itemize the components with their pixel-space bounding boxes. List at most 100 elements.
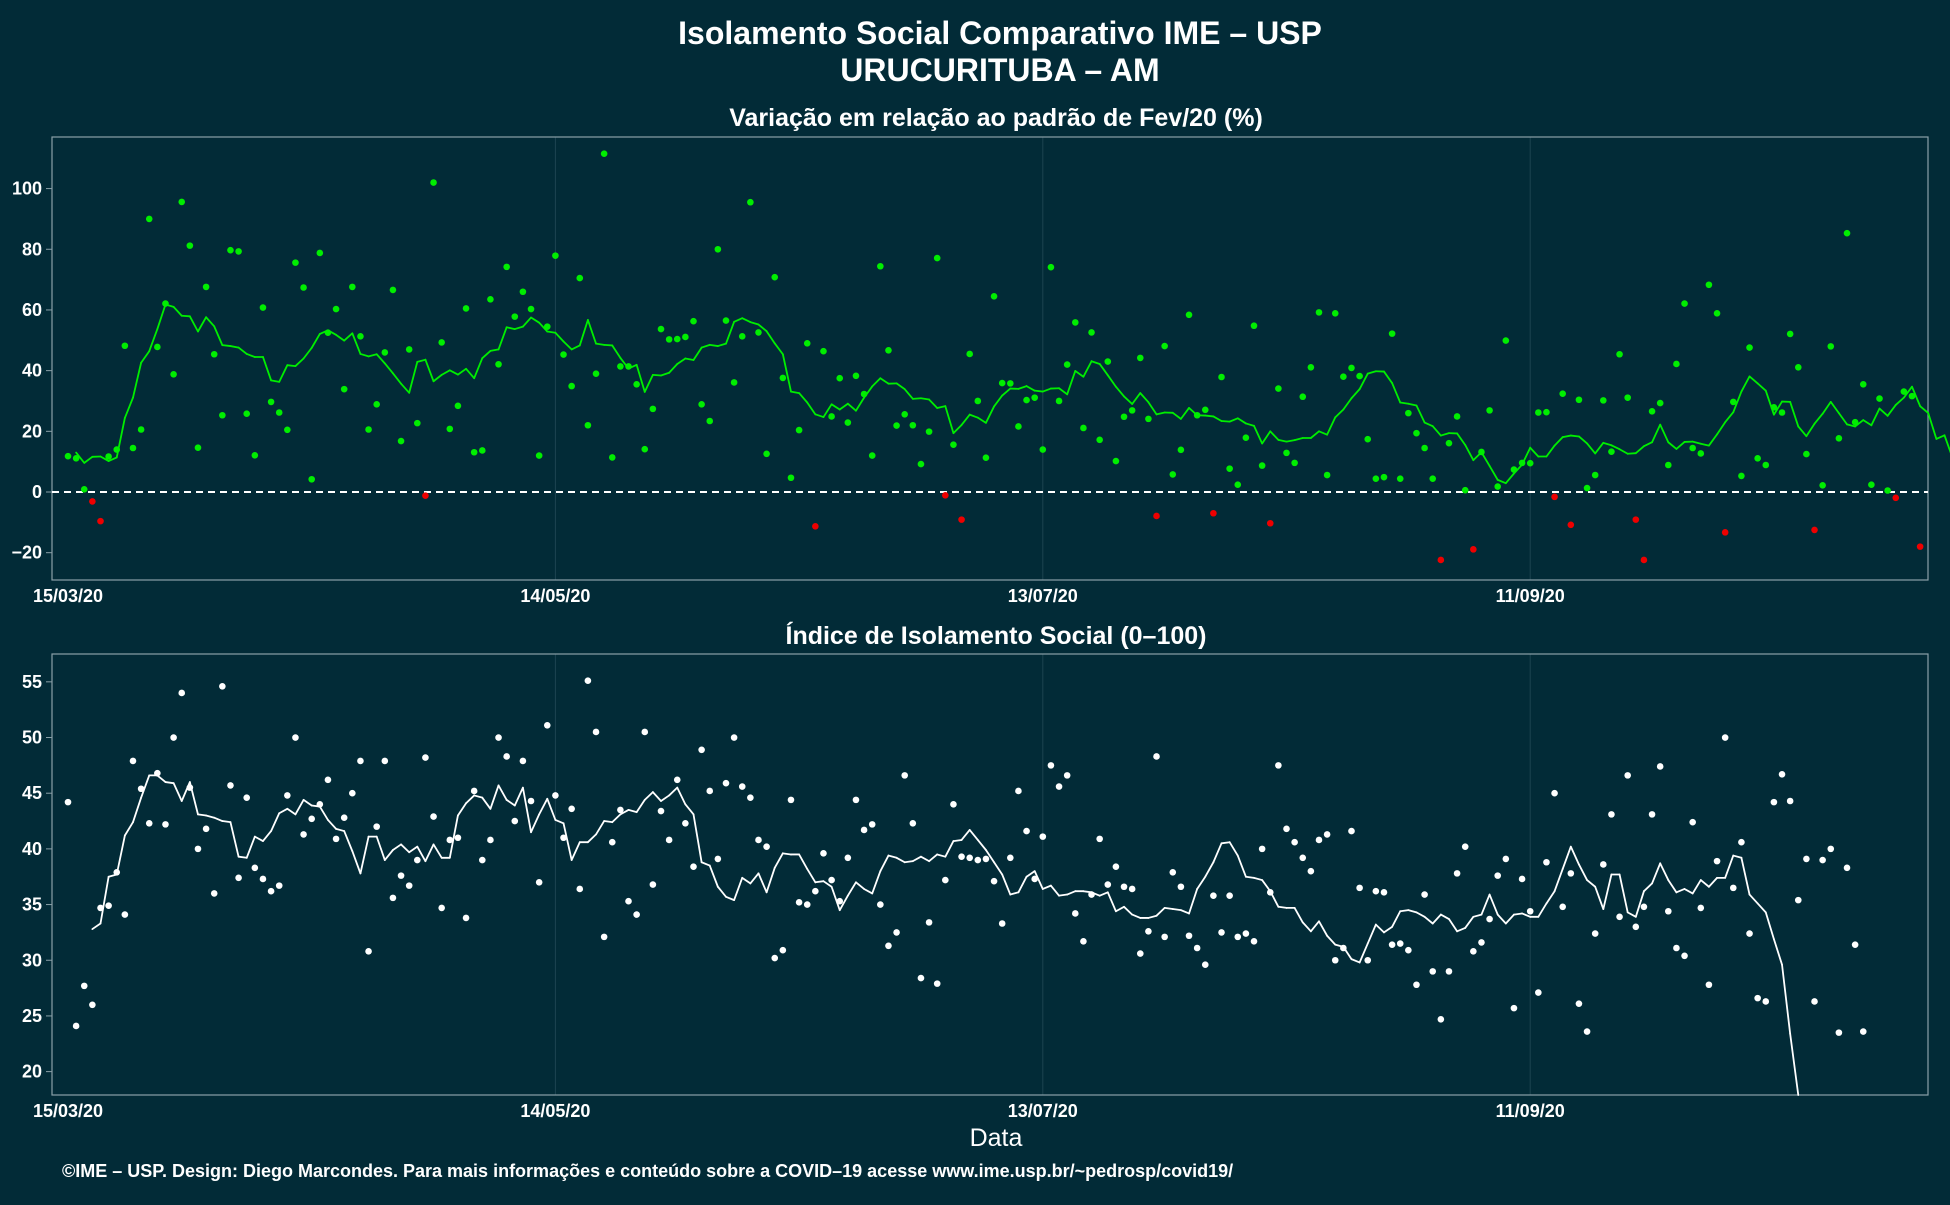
data-point — [1884, 487, 1891, 494]
data-point — [869, 821, 876, 828]
data-point — [609, 454, 616, 461]
data-point — [1608, 448, 1615, 455]
y-tick-label: 40 — [22, 839, 42, 859]
moving-average-segment — [1400, 910, 1408, 911]
data-point — [130, 758, 137, 765]
data-point — [650, 881, 657, 888]
data-point — [317, 250, 324, 257]
data-point — [1429, 968, 1436, 975]
data-point — [593, 729, 600, 736]
data-point — [576, 886, 583, 893]
data-point — [1892, 494, 1899, 501]
data-point — [1576, 1000, 1583, 1007]
data-point — [162, 300, 169, 307]
moving-average-segment — [653, 375, 661, 376]
data-point — [1202, 961, 1209, 968]
data-point — [1446, 968, 1453, 975]
x-tick-label: 14/05/20 — [520, 586, 590, 606]
y-tick-label: 35 — [22, 895, 42, 915]
x-tick-label: 11/09/20 — [1496, 586, 1565, 606]
y-tick-label: 80 — [22, 239, 42, 259]
data-point — [617, 807, 624, 814]
data-point — [1405, 410, 1412, 417]
moving-average-segment — [1205, 416, 1213, 417]
data-point — [1340, 945, 1347, 952]
data-point — [1064, 361, 1071, 368]
data-point — [122, 911, 129, 918]
data-point — [414, 857, 421, 864]
data-point — [544, 722, 551, 729]
data-point — [528, 798, 535, 805]
data-point — [1381, 889, 1388, 896]
data-point — [1787, 798, 1794, 805]
moving-average-segment — [198, 814, 206, 815]
data-point — [1454, 413, 1461, 420]
data-point — [1649, 811, 1656, 818]
data-point — [1657, 400, 1664, 407]
data-point — [1689, 819, 1696, 826]
data-point — [1007, 380, 1014, 387]
data-point — [1129, 407, 1136, 414]
data-point — [845, 419, 852, 426]
data-point — [1234, 481, 1241, 488]
data-point — [1649, 408, 1656, 415]
data-point — [1730, 399, 1737, 406]
data-point — [1762, 462, 1769, 469]
moving-average-segment — [596, 344, 604, 345]
data-point — [1633, 924, 1640, 931]
data-point — [796, 899, 803, 906]
data-point — [105, 902, 112, 909]
data-point — [65, 453, 72, 460]
data-point — [755, 329, 762, 336]
moving-average-segment — [953, 840, 961, 841]
data-point — [568, 383, 575, 390]
data-point — [1048, 264, 1055, 271]
data-point — [398, 872, 405, 879]
data-point — [1324, 472, 1331, 479]
data-point — [893, 422, 900, 429]
data-point — [788, 474, 795, 481]
data-point — [1251, 938, 1258, 945]
data-point — [1113, 458, 1120, 465]
data-point — [170, 371, 177, 378]
data-point — [1291, 839, 1298, 846]
data-point — [658, 808, 665, 815]
data-point — [1633, 516, 1640, 523]
data-point — [300, 831, 307, 838]
data-point — [1527, 460, 1534, 467]
data-point — [1169, 869, 1176, 876]
data-point — [1413, 430, 1420, 437]
data-point — [666, 336, 673, 343]
data-point — [455, 834, 462, 841]
data-point — [991, 878, 998, 885]
data-point — [747, 794, 754, 801]
data-point — [292, 259, 299, 266]
data-point — [1868, 481, 1875, 488]
data-point — [1080, 425, 1087, 432]
data-point — [430, 179, 437, 186]
data-point — [1559, 390, 1566, 397]
data-point — [122, 342, 129, 349]
data-point — [1438, 1016, 1445, 1023]
data-point — [178, 690, 185, 697]
y-tick-label: 25 — [22, 1006, 42, 1026]
data-point — [1746, 344, 1753, 351]
data-point — [373, 401, 380, 408]
data-point — [97, 518, 104, 525]
data-point — [252, 865, 259, 872]
data-point — [975, 398, 982, 405]
data-point — [1852, 419, 1859, 426]
data-point — [1308, 364, 1315, 371]
data-point — [1762, 998, 1769, 1005]
data-point — [243, 410, 250, 417]
data-point — [1088, 329, 1095, 336]
x-tick-label: 13/07/20 — [1008, 586, 1078, 606]
y-tick-label: 55 — [22, 672, 42, 692]
data-point — [682, 820, 689, 827]
data-point — [1210, 510, 1217, 517]
data-point — [1421, 445, 1428, 452]
data-point — [901, 411, 908, 418]
moving-average-segment — [1222, 421, 1230, 422]
data-point — [511, 818, 518, 825]
data-point — [1381, 474, 1388, 481]
